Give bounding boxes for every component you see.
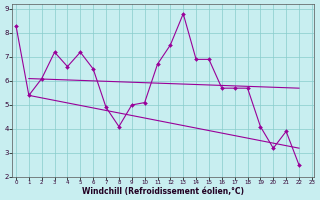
- X-axis label: Windchill (Refroidissement éolien,°C): Windchill (Refroidissement éolien,°C): [82, 187, 244, 196]
